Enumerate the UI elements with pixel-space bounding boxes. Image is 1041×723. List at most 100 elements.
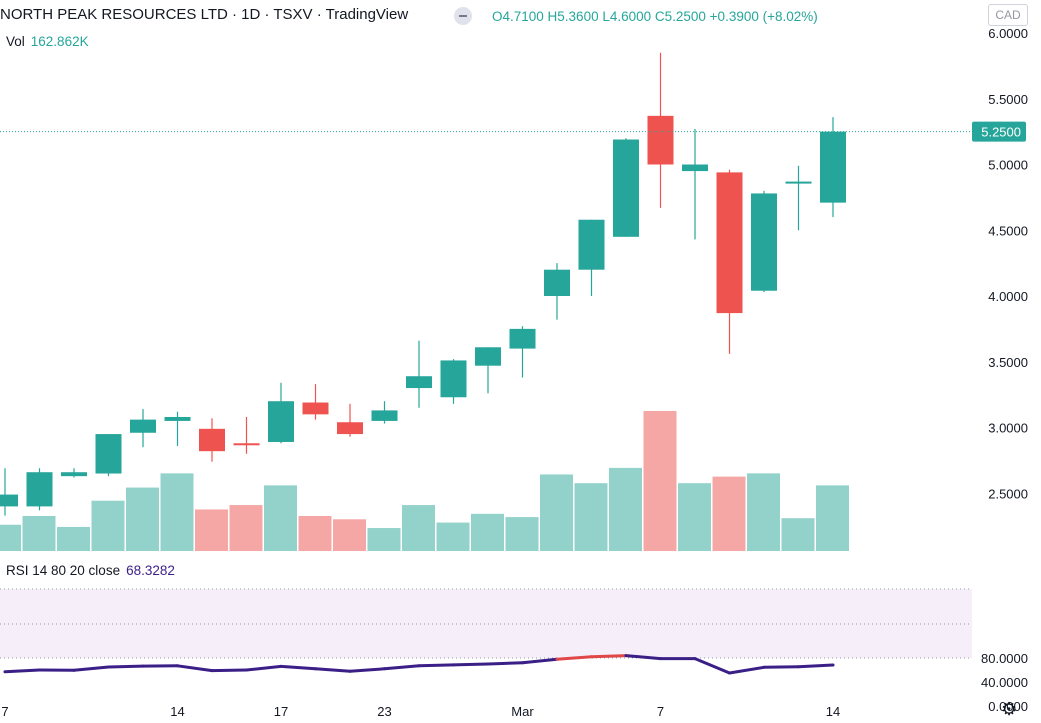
candle (371, 401, 398, 424)
time-tick-label: 23 (377, 704, 391, 719)
rsi-segment (590, 654, 628, 659)
volume-bar (126, 487, 159, 551)
candle-body (613, 139, 639, 237)
volume-bars (0, 411, 849, 551)
volume-bar (781, 518, 815, 551)
rsi-segment (521, 657, 559, 665)
axis-labels: 6.0000 5.5000 5.0000 4.5000 4.0000 3.5000 3.00… (0, 26, 1028, 719)
candle-body (0, 494, 18, 507)
candle (647, 52, 674, 208)
candle-body (164, 416, 191, 421)
candle-body (233, 443, 260, 446)
eye-icon[interactable] (454, 7, 472, 25)
rsi-tick-label: 40.0000 (981, 675, 1028, 690)
candle (268, 382, 294, 444)
volume-bar (505, 517, 539, 551)
volume-bar (22, 516, 56, 551)
candle-body (716, 172, 743, 314)
candle (130, 409, 156, 448)
ohlc-legend: O4.7100 H5.3600 L4.6000 C5.2500 +0.3900 … (492, 8, 818, 25)
volume-bar (471, 513, 504, 551)
volume-label: Vol (6, 34, 25, 49)
candle (475, 347, 501, 394)
rsi-segment (693, 657, 731, 675)
candle (613, 138, 639, 237)
gear-icon[interactable]: ⚙ (1001, 699, 1018, 719)
rsi-segment (3, 668, 41, 674)
volume-bar (91, 500, 125, 551)
volume-bar (229, 505, 263, 551)
volume-value: 162.862K (30, 34, 89, 49)
candle-body (509, 328, 536, 349)
candle (0, 468, 18, 516)
candle-body (199, 428, 225, 452)
price-tick-label: 3.0000 (988, 421, 1028, 436)
time-tick-label: 7 (657, 704, 664, 719)
candle-body (337, 422, 363, 435)
volume-bar (57, 526, 90, 551)
rsi-segment (348, 667, 386, 673)
candles (0, 52, 846, 516)
rsi-segment (210, 668, 248, 673)
candle (578, 219, 605, 296)
rsi-segment (176, 664, 214, 673)
candle-body (440, 360, 467, 398)
time-tick-label: 17 (274, 704, 288, 719)
volume-bar (540, 474, 573, 551)
candle-body (26, 472, 53, 507)
last-price-label: 5.2500 (981, 125, 1021, 140)
volume-legend: Vol 162.862K (6, 34, 89, 49)
candle (337, 403, 363, 437)
rsi-segment (728, 665, 766, 675)
symbol-title[interactable]: NORTH PEAK RESOURCES LTD · 1D · TSXV · T… (0, 6, 409, 23)
rsi-segment (279, 664, 317, 671)
volume-bar (747, 473, 780, 551)
candle (95, 434, 122, 477)
time-tick-label: 14 (826, 704, 840, 719)
rsi-segment (72, 665, 110, 672)
candle (785, 165, 812, 231)
rsi-segment (383, 664, 421, 671)
rsi-band (0, 589, 972, 658)
rsi-label: RSI 14 80 20 close (6, 563, 121, 578)
candle-body (268, 401, 294, 442)
volume-bar (195, 509, 228, 551)
price-tick-label: 2.5000 (988, 486, 1028, 501)
rsi-tick-label: 80.0000 (981, 651, 1028, 666)
ohlc-values: O4.7100 H5.3600 L4.6000 C5.2500 +0.3900 … (492, 9, 818, 24)
rsi-segment (624, 654, 662, 661)
candle (751, 190, 777, 293)
last-price-badge (972, 121, 1026, 142)
candle (716, 169, 743, 354)
candle (302, 384, 329, 420)
candle-body (785, 181, 812, 184)
candle-body (302, 402, 329, 415)
candle-body (578, 219, 605, 270)
rsi-tick-label: 0.0000 (988, 699, 1028, 714)
volume-bar (643, 411, 677, 551)
volume-bar (712, 476, 746, 551)
volume-bar (436, 522, 470, 551)
candle-body (544, 269, 570, 296)
volume-bar (264, 485, 297, 551)
price-tick-label: 4.5000 (988, 223, 1028, 238)
rsi-segment (417, 663, 455, 668)
rsi-value: 68.3282 (126, 563, 175, 578)
price-tick-label: 4.0000 (988, 289, 1028, 304)
volume-bar (574, 483, 608, 551)
candle (233, 416, 260, 454)
time-tick-label: 7 (1, 704, 8, 719)
candle-body (820, 131, 846, 203)
chart-header: NORTH PEAK RESOURCES LTD · 1D · TSXV · T… (0, 6, 408, 23)
volume-bar (333, 519, 366, 551)
candle-body (647, 115, 674, 165)
candle-body (682, 164, 708, 172)
volume-bar (298, 516, 332, 551)
candle-body (61, 472, 87, 477)
currency-button[interactable]: CAD (988, 4, 1028, 26)
candle (164, 411, 191, 446)
price-tick-label: 3.5000 (988, 355, 1028, 370)
candle-body (406, 376, 432, 389)
volume-bar (816, 485, 849, 551)
